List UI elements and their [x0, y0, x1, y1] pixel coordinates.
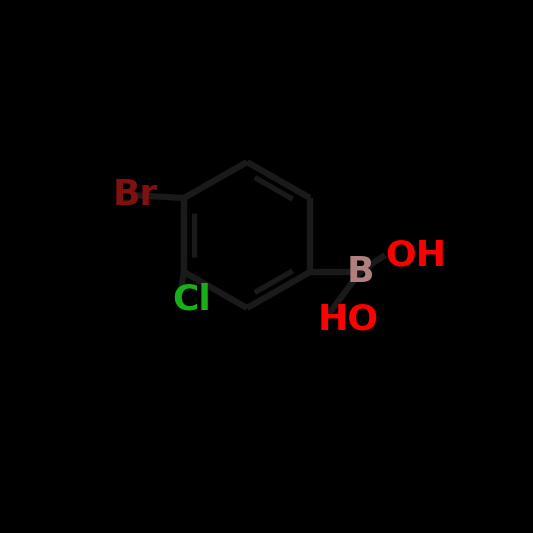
Text: Br: Br	[113, 178, 158, 212]
Text: Cl: Cl	[172, 283, 211, 317]
Text: B: B	[346, 255, 374, 289]
Text: HO: HO	[318, 303, 379, 337]
Text: OH: OH	[385, 238, 446, 272]
